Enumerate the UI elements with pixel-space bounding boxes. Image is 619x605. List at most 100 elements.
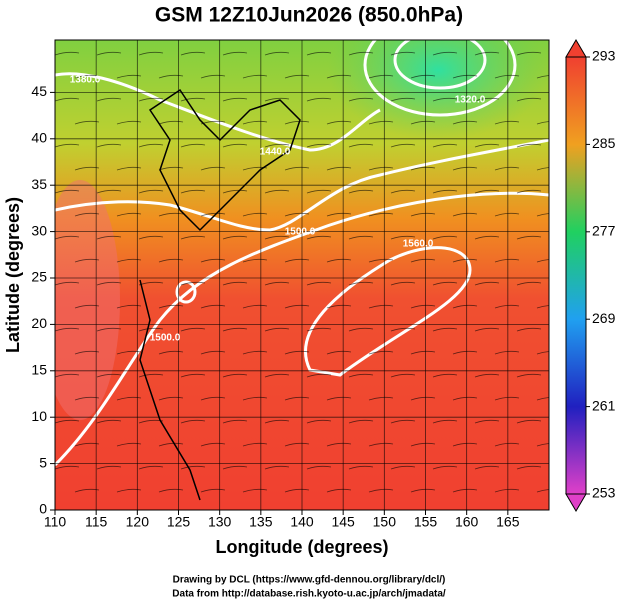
streamline — [284, 304, 310, 309]
streamline — [74, 258, 100, 263]
streamline — [390, 235, 416, 240]
streamline — [96, 97, 122, 102]
streamline — [306, 327, 332, 332]
streamline — [158, 488, 184, 493]
streamline — [180, 373, 206, 378]
streamline — [326, 350, 352, 355]
streamline — [516, 235, 542, 240]
y-tick-label: 35 — [31, 176, 47, 192]
streamline — [410, 166, 436, 171]
streamline — [452, 166, 478, 171]
streamline — [536, 259, 549, 263]
streamline — [222, 51, 248, 56]
streamline — [55, 143, 80, 148]
map-field — [55, 40, 549, 510]
streamline — [452, 396, 478, 401]
x-tick-label: 160 — [455, 514, 479, 530]
y-tick-label: 15 — [31, 362, 47, 378]
streamline — [180, 97, 206, 102]
x-tick-label: 135 — [249, 514, 273, 530]
streamline — [116, 258, 142, 263]
streamline — [242, 166, 268, 171]
streamline — [536, 397, 549, 401]
streamline — [474, 465, 500, 470]
streamline — [158, 212, 184, 217]
streamline — [55, 465, 80, 470]
streamline — [368, 74, 394, 79]
streamline — [264, 419, 290, 424]
streamline — [536, 489, 549, 493]
streamline — [348, 235, 374, 240]
streamline — [74, 166, 100, 171]
streamline — [410, 442, 436, 447]
streamline — [96, 465, 122, 470]
streamline — [138, 235, 164, 240]
y-tick-label: 25 — [31, 269, 47, 285]
streamline — [264, 143, 290, 148]
streamline — [452, 212, 478, 217]
streamline — [494, 258, 520, 263]
streamline — [516, 143, 542, 148]
y-tick-label: 30 — [31, 222, 47, 238]
streamline — [432, 281, 458, 286]
streamline — [326, 166, 352, 171]
streamline — [494, 304, 520, 309]
streamline — [326, 304, 352, 309]
streamline — [452, 488, 478, 493]
y-tick-label: 45 — [31, 83, 47, 99]
streamline — [55, 235, 80, 240]
streamline — [284, 442, 310, 447]
streamline — [452, 74, 478, 79]
streamline — [222, 189, 248, 194]
streamline — [116, 396, 142, 401]
streamline — [74, 304, 100, 309]
streamline — [474, 189, 500, 194]
streamline — [116, 120, 142, 125]
streamline — [516, 373, 542, 378]
streamline — [536, 443, 549, 447]
streamline — [138, 189, 164, 194]
streamline — [96, 419, 122, 424]
streamline — [116, 442, 142, 447]
streamline — [516, 189, 542, 194]
colorbar-tick-label: 261 — [592, 397, 616, 413]
streamline — [432, 235, 458, 240]
streamline — [284, 120, 310, 125]
colorbar-tick-label: 285 — [592, 135, 616, 151]
streamline — [180, 235, 206, 240]
streamline — [55, 51, 80, 56]
streamline — [55, 373, 80, 378]
streamline — [284, 212, 310, 217]
streamline — [200, 258, 226, 263]
streamline — [432, 189, 458, 194]
streamline — [390, 373, 416, 378]
streamline — [55, 281, 80, 286]
contour-label: 1560.0 — [403, 239, 434, 250]
streamline — [138, 143, 164, 148]
streamline — [432, 419, 458, 424]
x-tick-label: 110 — [44, 514, 67, 530]
streamline — [264, 235, 290, 240]
y-tick-label: 10 — [31, 408, 47, 424]
y-tick-label: 5 — [39, 454, 47, 470]
streamline — [74, 350, 100, 355]
contour-label: 1320.0 — [455, 95, 486, 106]
y-tick-label: 0 — [39, 501, 47, 517]
streamline — [494, 396, 520, 401]
streamline — [264, 465, 290, 470]
streamline — [158, 396, 184, 401]
y-tick-label: 20 — [31, 315, 47, 331]
streamline — [96, 327, 122, 332]
colorbar-cap — [565, 39, 587, 58]
streamline — [432, 51, 458, 56]
streamline — [96, 235, 122, 240]
footer-line: Data from http://database.rish.kyoto-u.a… — [172, 589, 446, 600]
streamline — [516, 51, 542, 56]
streamline — [452, 120, 478, 125]
streamline — [96, 51, 122, 56]
streamline — [536, 121, 549, 125]
streamline — [264, 97, 290, 102]
streamline — [222, 327, 248, 332]
streamline — [348, 373, 374, 378]
